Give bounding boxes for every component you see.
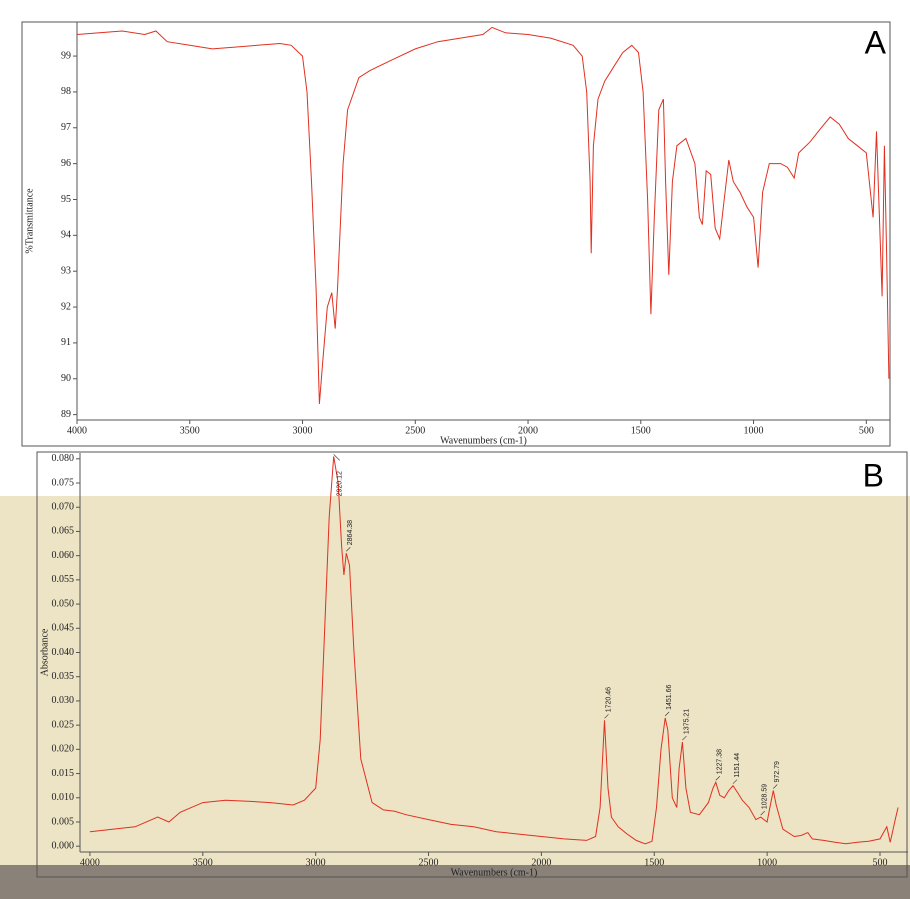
y-tick-label: 0.050 (52, 598, 75, 609)
peak-label: 1151.44 (734, 753, 741, 778)
peak-label: 1720.46 (605, 687, 612, 712)
annotation-leader (682, 735, 687, 741)
x-tick-label: 3000 (306, 857, 326, 868)
y-tick-label: 0.010 (52, 792, 75, 803)
y-tick-label: 97 (61, 122, 71, 133)
peak-label: 1028.59 (762, 784, 769, 809)
y-tick-label: 0.030 (52, 695, 75, 706)
y-tick-label: 0.080 (52, 453, 75, 464)
x-tick-label: 4000 (80, 857, 100, 868)
y-axis-label: %Transmittance (24, 188, 35, 254)
annotation-leader (346, 547, 351, 552)
y-tick-label: 0.020 (52, 744, 75, 755)
x-tick-label: 500 (873, 857, 888, 868)
bottom-bar (0, 865, 910, 899)
y-tick-label: 0.025 (52, 719, 75, 730)
peak-label: 1375.21 (683, 709, 690, 734)
y-tick-label: 95 (61, 194, 71, 205)
y-tick-label: 0.040 (52, 647, 75, 658)
annotation-leader (604, 714, 609, 719)
y-tick-label: 0.065 (52, 526, 75, 537)
y-tick-label: 0.005 (52, 816, 75, 827)
y-tick-label: 93 (61, 265, 71, 276)
x-tick-label: 3500 (193, 857, 213, 868)
x-tick-label: 2000 (531, 857, 551, 868)
x-tick-label: 2500 (405, 425, 425, 436)
annotation-leader (715, 776, 721, 781)
x-tick-label: 4000 (67, 425, 87, 436)
y-tick-label: 0.000 (52, 840, 75, 851)
x-tick-label: 3500 (180, 425, 200, 436)
y-tick-label: 94 (61, 230, 71, 241)
x-tick-label: 2000 (518, 425, 538, 436)
y-tick-label: 90 (61, 373, 71, 384)
y-axis-label: Absorbance (39, 628, 50, 676)
y-tick-label: 0.075 (52, 477, 75, 488)
annotation-leader (773, 784, 778, 789)
panel-label: B (863, 457, 884, 493)
x-axis-label: Wavenumbers (cm-1) (440, 435, 527, 446)
peak-label: 1227.38 (717, 749, 724, 774)
y-tick-label: 91 (61, 337, 71, 348)
x-tick-label: 1500 (631, 425, 651, 436)
frame-b (36, 451, 908, 878)
y-tick-label: 0.015 (52, 768, 75, 779)
y-tick-label: 0.035 (52, 671, 75, 682)
peak-label: 972.79 (774, 761, 781, 783)
peak-label: 2864.38 (347, 520, 354, 545)
annotation-leader (664, 711, 670, 717)
peak-label: 1451.66 (666, 684, 673, 709)
y-tick-label: 0.060 (52, 550, 75, 561)
spectrum-line (76, 26, 890, 404)
x-tick-label: 1000 (744, 425, 764, 436)
x-tick-label: 3000 (293, 425, 313, 436)
y-tick-label: 0.070 (52, 502, 75, 513)
y-tick-label: 92 (61, 301, 71, 312)
annotation-leader (760, 810, 765, 816)
y-tick-label: 0.045 (52, 623, 75, 634)
x-tick-label: 500 (859, 425, 874, 436)
y-tick-label: 96 (61, 158, 71, 169)
x-axis-label: Wavenumbers (cm-1) (451, 867, 538, 878)
x-tick-label: 2500 (419, 857, 439, 868)
x-tick-label: 1500 (644, 857, 664, 868)
y-tick-label: 98 (61, 86, 71, 97)
x-tick-label: 1000 (757, 857, 777, 868)
overlay-panel (0, 496, 910, 865)
y-tick-label: 89 (61, 409, 71, 420)
panel-label: A (865, 24, 887, 60)
annotation-leader (333, 454, 340, 461)
y-tick-label: 0.055 (52, 574, 75, 585)
frame-a (21, 21, 891, 447)
spectrum-line (89, 456, 899, 845)
y-tick-label: 99 (61, 50, 71, 61)
annotation-leader (732, 779, 738, 784)
peak-label: 2920.12 (337, 471, 344, 496)
